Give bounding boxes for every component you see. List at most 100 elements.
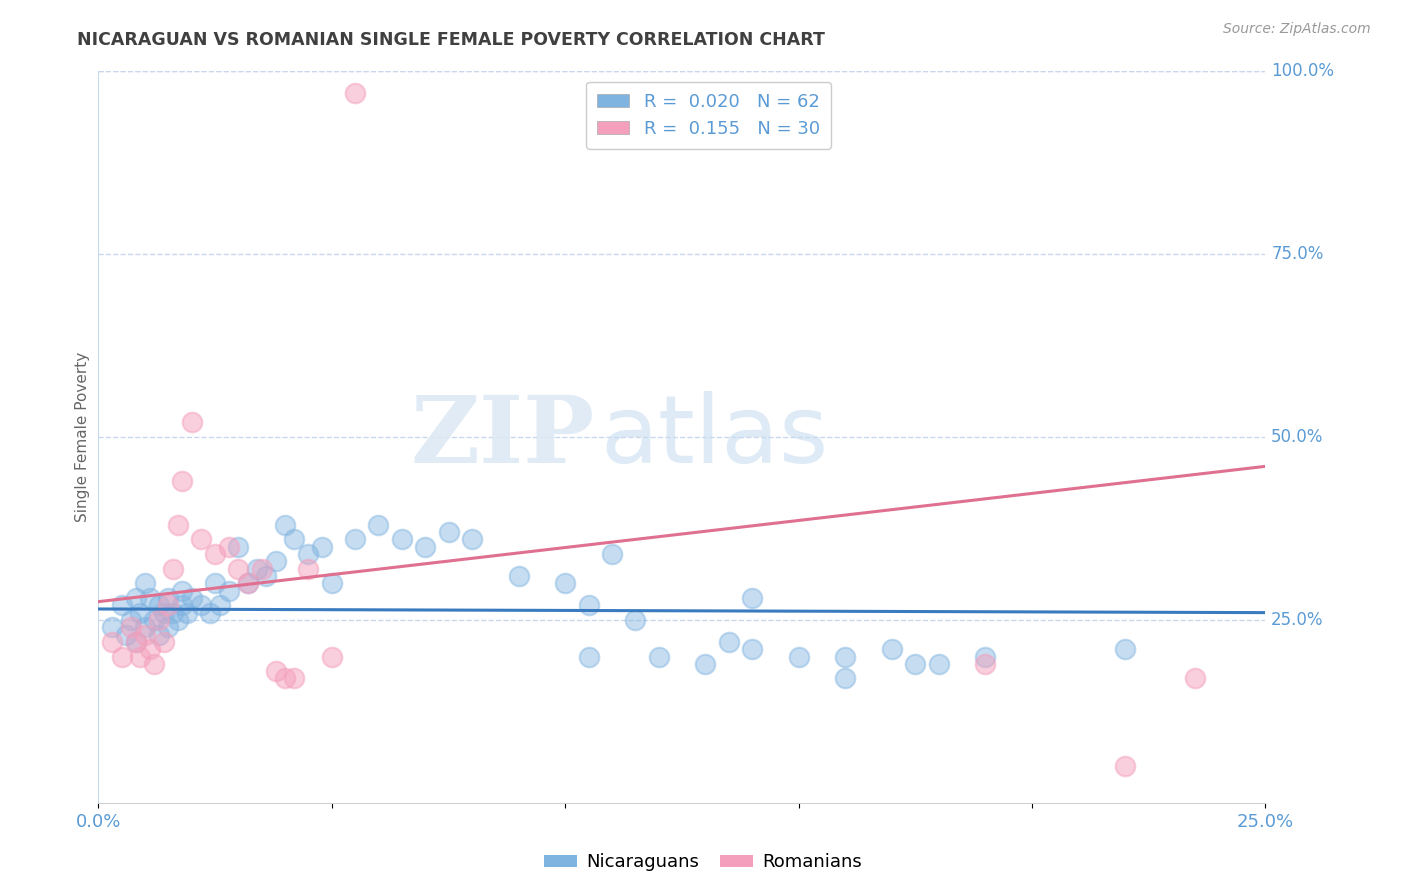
Text: ZIP: ZIP bbox=[411, 392, 595, 482]
Point bbox=[172, 474, 194, 488]
Point bbox=[297, 562, 319, 576]
Point bbox=[256, 569, 278, 583]
Point bbox=[834, 672, 856, 686]
Point bbox=[578, 599, 600, 613]
Text: 100.0%: 100.0% bbox=[1271, 62, 1334, 80]
Point bbox=[554, 576, 576, 591]
Point bbox=[236, 576, 259, 591]
Point bbox=[148, 599, 170, 613]
Point bbox=[172, 583, 194, 598]
Point bbox=[166, 613, 188, 627]
Point bbox=[134, 620, 156, 634]
Point bbox=[157, 620, 180, 634]
Point bbox=[228, 540, 250, 554]
Point bbox=[834, 649, 856, 664]
Point bbox=[157, 591, 180, 605]
Point bbox=[974, 657, 997, 671]
Point bbox=[125, 635, 148, 649]
Y-axis label: Single Female Poverty: Single Female Poverty bbox=[75, 352, 90, 522]
Point bbox=[904, 657, 927, 671]
Point bbox=[162, 606, 184, 620]
Point bbox=[578, 649, 600, 664]
Point bbox=[139, 591, 162, 605]
Point bbox=[152, 635, 174, 649]
Point bbox=[134, 627, 156, 641]
Point bbox=[115, 627, 138, 641]
Point bbox=[129, 649, 152, 664]
Point bbox=[200, 606, 222, 620]
Point bbox=[321, 576, 343, 591]
Point bbox=[274, 517, 297, 532]
Point bbox=[101, 620, 124, 634]
Point bbox=[283, 672, 305, 686]
Point bbox=[190, 533, 212, 547]
Point bbox=[180, 591, 202, 605]
Point bbox=[162, 562, 184, 576]
Point bbox=[461, 533, 484, 547]
Point bbox=[134, 576, 156, 591]
Point bbox=[148, 627, 170, 641]
Point bbox=[274, 672, 297, 686]
Point bbox=[974, 649, 997, 664]
Point bbox=[204, 576, 226, 591]
Legend: Nicaraguans, Romanians: Nicaraguans, Romanians bbox=[537, 847, 869, 879]
Point bbox=[125, 635, 148, 649]
Point bbox=[413, 540, 436, 554]
Point bbox=[283, 533, 305, 547]
Point bbox=[204, 547, 226, 561]
Text: NICARAGUAN VS ROMANIAN SINGLE FEMALE POVERTY CORRELATION CHART: NICARAGUAN VS ROMANIAN SINGLE FEMALE POV… bbox=[77, 31, 825, 49]
Point bbox=[218, 540, 240, 554]
Point bbox=[190, 599, 212, 613]
Point bbox=[157, 599, 180, 613]
Point bbox=[120, 620, 142, 634]
Text: 25.0%: 25.0% bbox=[1271, 611, 1323, 629]
Text: 75.0%: 75.0% bbox=[1271, 245, 1323, 263]
Point bbox=[741, 642, 763, 657]
Point bbox=[741, 591, 763, 605]
Point bbox=[236, 576, 259, 591]
Point bbox=[125, 591, 148, 605]
Point bbox=[928, 657, 950, 671]
Point bbox=[166, 517, 188, 532]
Point bbox=[218, 583, 240, 598]
Point bbox=[228, 562, 250, 576]
Point bbox=[344, 87, 367, 101]
Point bbox=[111, 649, 134, 664]
Point bbox=[695, 657, 717, 671]
Point bbox=[1114, 759, 1136, 773]
Point bbox=[344, 533, 367, 547]
Point bbox=[264, 664, 287, 678]
Point bbox=[321, 649, 343, 664]
Point bbox=[264, 554, 287, 568]
Point bbox=[297, 547, 319, 561]
Text: atlas: atlas bbox=[600, 391, 828, 483]
Point bbox=[311, 540, 333, 554]
Point bbox=[787, 649, 810, 664]
Point bbox=[172, 599, 194, 613]
Point bbox=[391, 533, 413, 547]
Point bbox=[111, 599, 134, 613]
Point bbox=[152, 606, 174, 620]
Point bbox=[101, 635, 124, 649]
Point bbox=[143, 613, 166, 627]
Point bbox=[624, 613, 647, 627]
Point bbox=[180, 416, 202, 430]
Point bbox=[1184, 672, 1206, 686]
Point bbox=[717, 635, 740, 649]
Point bbox=[437, 525, 460, 540]
Point bbox=[143, 657, 166, 671]
Point bbox=[176, 606, 198, 620]
Point bbox=[148, 613, 170, 627]
Point bbox=[120, 613, 142, 627]
Legend: R =  0.020   N = 62, R =  0.155   N = 30: R = 0.020 N = 62, R = 0.155 N = 30 bbox=[586, 82, 831, 149]
Point bbox=[208, 599, 231, 613]
Point bbox=[880, 642, 903, 657]
Point bbox=[246, 562, 269, 576]
Text: 50.0%: 50.0% bbox=[1271, 428, 1323, 446]
Point bbox=[600, 547, 623, 561]
Text: Source: ZipAtlas.com: Source: ZipAtlas.com bbox=[1223, 22, 1371, 37]
Point bbox=[367, 517, 389, 532]
Point bbox=[1114, 642, 1136, 657]
Point bbox=[129, 606, 152, 620]
Point bbox=[250, 562, 273, 576]
